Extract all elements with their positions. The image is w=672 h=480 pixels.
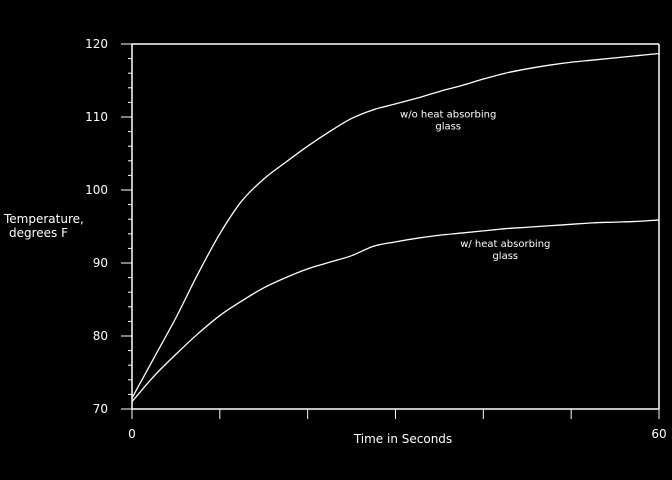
annotation-line: glass	[435, 122, 461, 133]
y-axis-label: Temperature, degrees F	[3, 212, 84, 240]
axes	[131, 43, 660, 410]
tick-labels: 70 80 90 100 110 120 0 60	[85, 37, 667, 441]
y-tick-label: 110	[85, 110, 108, 124]
y-tick-label: 100	[85, 183, 108, 197]
y-axis-label-line: Temperature,	[3, 212, 84, 226]
series-line-2	[131, 219, 660, 403]
y-tick-label: 70	[93, 402, 108, 416]
series-layer	[131, 52, 660, 403]
annotation-line: w/o heat absorbing	[400, 110, 496, 121]
annotation-1: w/o heat absorbing glass	[400, 110, 496, 133]
y-tick-label: 80	[93, 329, 108, 343]
x-tick-label: 0	[128, 427, 136, 441]
x-axis-label: Time in Seconds	[353, 432, 452, 446]
y-axis-label-line: degrees F	[9, 226, 68, 240]
y-tick-label: 90	[93, 256, 108, 270]
x-tick-label: 60	[651, 427, 666, 441]
annotation-2: w/ heat absorbing glass	[460, 239, 550, 262]
y-tick-label: 120	[85, 37, 108, 51]
series-line-1	[131, 52, 660, 399]
annotation-line: glass	[492, 251, 518, 262]
annotation-line: w/ heat absorbing	[460, 239, 550, 250]
tick-marks	[121, 43, 660, 419]
